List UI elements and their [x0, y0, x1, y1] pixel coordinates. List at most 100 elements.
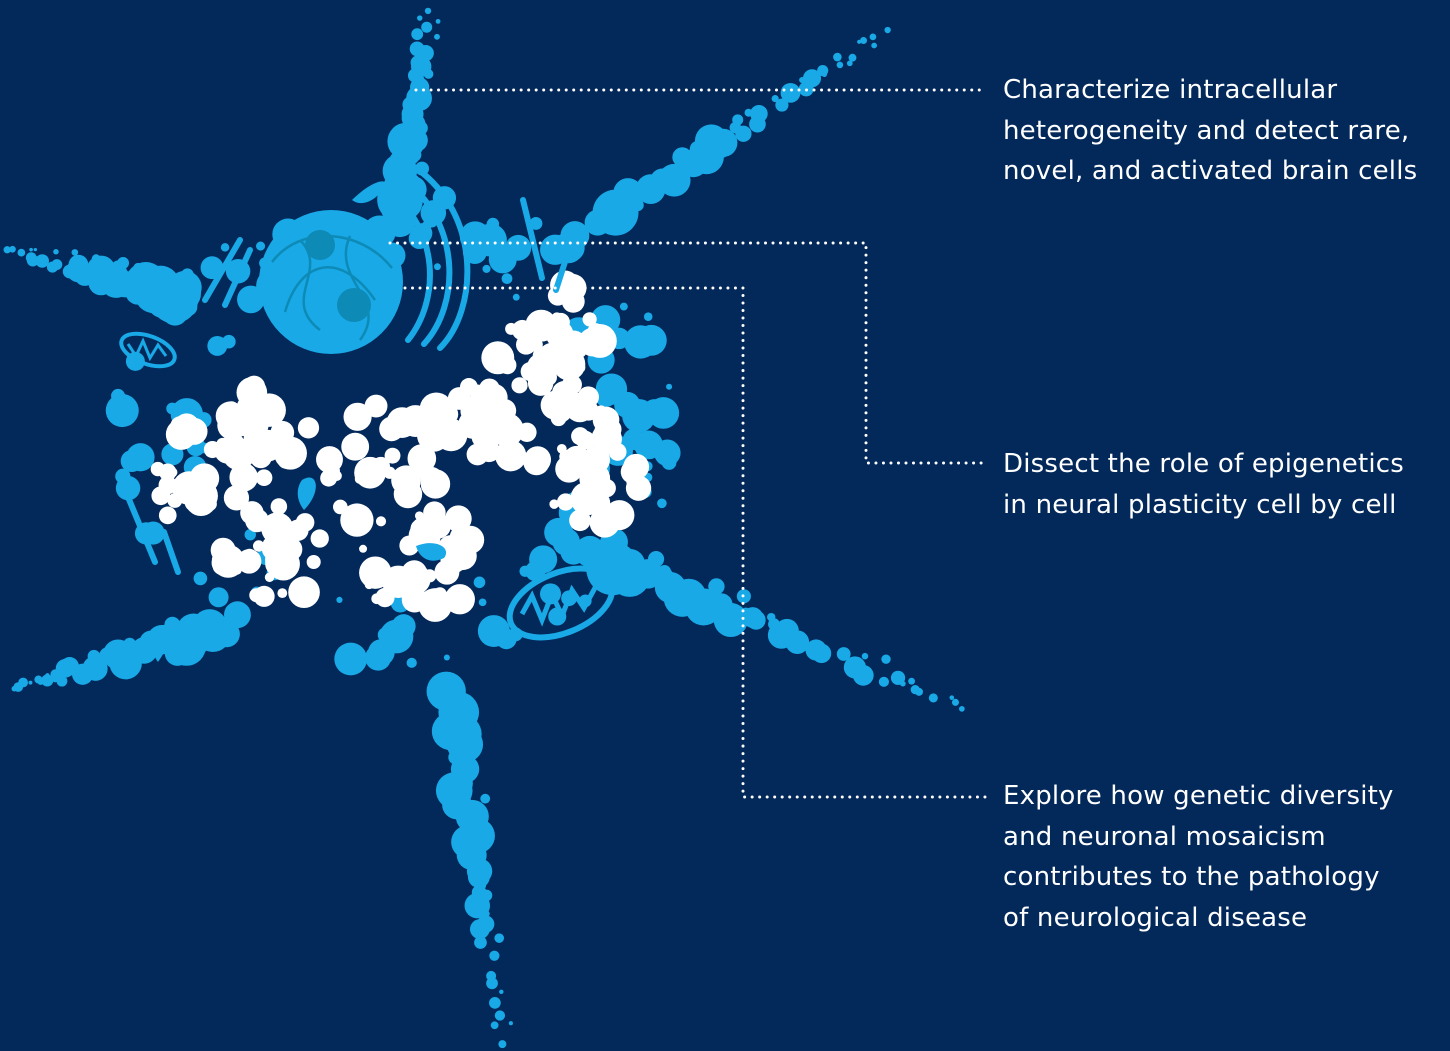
arm-dot — [949, 695, 955, 700]
vesicle-dot — [589, 507, 620, 538]
arm-dot — [131, 267, 148, 283]
arm-dot — [735, 125, 752, 142]
vesicle-dot — [158, 475, 177, 495]
vesicle-dot — [288, 576, 320, 609]
vesicle-dot — [249, 588, 264, 603]
body-dot — [512, 293, 520, 301]
arm-dot — [861, 652, 869, 660]
vesicle-dot — [423, 569, 437, 583]
vesicle-dot — [287, 440, 305, 458]
arm-dot — [29, 247, 33, 252]
body-dot — [220, 243, 230, 252]
vesicle-dot — [270, 498, 288, 515]
vesicle-dot — [172, 471, 206, 505]
arm-dot — [508, 1021, 513, 1026]
arm-dot — [775, 98, 789, 112]
body-dot — [223, 601, 251, 629]
body-dot — [244, 528, 256, 541]
vesicle-dot — [418, 588, 453, 622]
arm-dot — [499, 989, 504, 995]
vesicle-dot — [359, 544, 368, 553]
arm-dot — [144, 642, 154, 652]
vesicle-dot — [340, 503, 374, 537]
body-dot — [334, 642, 368, 676]
nucleolus-upper — [305, 230, 335, 260]
body-dot — [406, 657, 417, 668]
vesicle-dot — [539, 328, 552, 341]
arm-dot — [87, 649, 101, 663]
comma-shapes — [152, 181, 447, 662]
leader-line-3 — [403, 286, 987, 799]
vesicle-dot — [223, 485, 250, 511]
arm-dot — [811, 643, 832, 664]
vesicle-dot — [410, 515, 442, 548]
body-dot — [365, 644, 392, 671]
vesicle-dot — [600, 418, 622, 440]
body-dot — [111, 388, 126, 403]
vesicle-dot — [557, 493, 575, 511]
arm-dot — [915, 687, 924, 696]
arm-dot — [109, 648, 119, 658]
arm-dot — [480, 793, 491, 804]
vesicle-dot — [564, 335, 589, 360]
arm-dot — [489, 950, 500, 961]
arm-dot — [11, 685, 18, 692]
body-dot — [594, 385, 617, 408]
vesicle-dot — [364, 394, 388, 418]
callout-genetic-diversity: Explore how genetic diversity and neuron… — [1003, 781, 1394, 933]
body-dot — [377, 627, 393, 643]
arm-dot — [657, 565, 672, 579]
arm-dot — [411, 28, 424, 41]
vesicle-dot — [267, 547, 300, 581]
arm-dot — [463, 808, 474, 819]
vesicle-dot — [371, 593, 383, 605]
body-dot — [661, 455, 677, 470]
arm-dot — [91, 254, 101, 263]
body-dot — [623, 325, 658, 359]
arm-dot — [884, 26, 891, 34]
vesicle-dot — [582, 312, 597, 327]
body-dot — [633, 403, 640, 410]
arm-dot — [490, 1021, 499, 1030]
arm-dot — [613, 178, 643, 208]
vesicle-dot — [623, 453, 650, 480]
vesicle-dot — [235, 462, 252, 479]
arm-dot — [53, 248, 59, 255]
arm-dot — [959, 706, 965, 712]
vesicle-dot — [555, 455, 583, 483]
body-dot — [126, 443, 155, 472]
arm-dot — [802, 69, 822, 88]
vesicle-dot — [261, 512, 294, 545]
callout-intracellular-heterogeneity: Characterize intracellular heterogeneity… — [1003, 75, 1418, 186]
arm-dot — [463, 758, 478, 773]
arm-dot — [750, 104, 768, 123]
vesicle-dot — [158, 463, 177, 481]
vesicle-dot — [547, 400, 568, 421]
golgi-apparatus — [385, 165, 471, 351]
vesicle-dot — [382, 565, 415, 598]
arm-dot — [709, 128, 738, 157]
vesicle-dot — [592, 435, 605, 448]
vesicle-dot — [270, 420, 295, 445]
vesicle-dot — [459, 378, 478, 396]
arm-dot — [881, 654, 891, 664]
vesicle-dot — [495, 440, 527, 472]
mitochondrion-upper — [119, 331, 177, 369]
vesicle-dot — [556, 443, 567, 454]
vesicle-dot — [210, 537, 236, 563]
arm-dot — [767, 612, 776, 622]
arm-dot — [836, 647, 851, 661]
body-dot — [529, 216, 543, 230]
vesicle-dot — [608, 442, 627, 461]
arm-dot — [852, 664, 874, 686]
vesicle-dot — [413, 460, 433, 479]
arm-dot — [846, 60, 853, 67]
arm-dot — [41, 674, 54, 687]
vesicle-dot — [417, 418, 451, 452]
arm-dot — [494, 933, 505, 943]
vesicle-dot — [548, 317, 557, 326]
vesicle-dot — [243, 375, 266, 398]
vesicle-dot — [450, 590, 472, 612]
vesicle-dot — [287, 519, 309, 541]
